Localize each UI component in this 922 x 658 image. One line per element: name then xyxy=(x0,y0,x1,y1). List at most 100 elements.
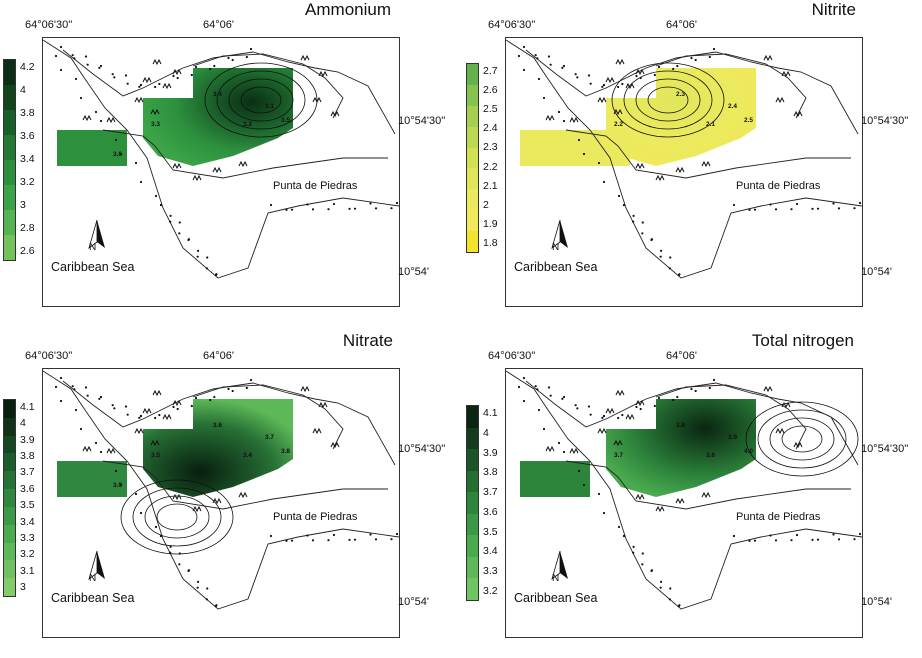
mangrove-symbols xyxy=(545,385,803,513)
legend-tick-label: 2.3 xyxy=(483,141,498,154)
place-label: Punta de Piedras xyxy=(736,511,821,523)
contour-label: 3.6 xyxy=(706,452,715,459)
contour-label: 3.2 xyxy=(243,121,252,128)
legend-swatch xyxy=(4,417,15,436)
map-panel-2: Nitrite 64°06'30'' 64°06' 2.3 2.2 2.1 2.4 2.… xyxy=(463,0,922,327)
legend-swatch xyxy=(467,578,478,600)
legend-swatch xyxy=(467,556,478,579)
lagoon-north-shore xyxy=(655,53,807,119)
lon-center-label: 64°06' xyxy=(666,19,697,31)
contour-line xyxy=(228,78,294,122)
legend-swatch xyxy=(467,84,478,106)
legend-tick-label: 4 xyxy=(20,417,26,430)
map-panel-3: Nitrate 64°06'30'' 64°06' 3.6 3.5 3.4 3.7 3.… xyxy=(0,331,461,658)
lagoon-shore xyxy=(102,129,388,179)
legend-tick-label: 1.9 xyxy=(483,217,498,230)
sea-label: Caribbean Sea xyxy=(51,591,135,605)
legend-tick-label: 3.4 xyxy=(20,153,35,165)
legend-tick-label: 3.7 xyxy=(483,486,498,499)
contour-label: 3.8 xyxy=(281,448,290,455)
inner-coastline xyxy=(525,49,859,135)
legend-swatch xyxy=(4,524,15,543)
map-canvas: 3.4 3.3 3.2 3.1 3.5 3.6 xyxy=(43,39,399,279)
legend-swatch xyxy=(467,470,478,493)
legend-swatch xyxy=(467,189,478,211)
west-channel-surface xyxy=(520,461,590,497)
north-label: N xyxy=(89,242,97,253)
legend-tick-label: 3.6 xyxy=(483,505,498,518)
legend-swatch xyxy=(467,210,478,231)
map-canvas: 3.6 3.5 3.4 3.7 3.8 3.9 xyxy=(43,370,399,610)
lon-left-label: 64°06'30'' xyxy=(488,19,536,31)
contour-line xyxy=(156,503,198,531)
legend-tick-label: 2.2 xyxy=(483,160,498,173)
legend-tick-label: 3.9 xyxy=(20,433,35,446)
legend-swatch xyxy=(4,160,15,185)
legend-swatch xyxy=(467,535,478,557)
shore-stipple xyxy=(517,376,862,608)
contour-label: 3.4 xyxy=(243,452,252,459)
north-label: N xyxy=(552,242,560,253)
legend-swatch xyxy=(4,85,15,110)
legend-tick-label: 1.8 xyxy=(483,237,498,249)
contour-line xyxy=(745,401,859,477)
contour-line xyxy=(647,86,689,114)
legend-tick-label: 2.6 xyxy=(20,245,35,257)
mangrove-symbols xyxy=(82,385,340,513)
legend-tick-label: 4 xyxy=(20,84,26,96)
north-arrow: N xyxy=(544,549,574,589)
legend-swatch xyxy=(467,105,478,127)
contour-line xyxy=(216,70,306,130)
contour-label: 3.4 xyxy=(213,91,222,98)
contour-label: 2.4 xyxy=(728,103,737,110)
legend-swatch xyxy=(4,60,15,85)
lon-left-label: 64°06'30'' xyxy=(25,350,73,362)
contour-label: 2.2 xyxy=(614,121,623,128)
map-frame: 2.3 2.2 2.1 2.4 2.5 Punta de Piedras Caribbe… xyxy=(505,37,863,307)
legend-swatch xyxy=(467,231,478,252)
lagoon-shore xyxy=(565,460,851,510)
legend-swatch xyxy=(4,400,15,418)
legend-tick-label: 4.1 xyxy=(20,401,35,413)
legend-swatch xyxy=(467,168,478,190)
mangrove-symbols xyxy=(545,54,803,182)
lat-mid-label: 10°54'30'' xyxy=(861,115,909,127)
legend-tick-label: 3.2 xyxy=(20,176,35,188)
panel-title: Ammonium xyxy=(305,0,391,19)
legend-swatch xyxy=(4,453,15,472)
contour-line xyxy=(769,417,835,461)
legend-tick-label: 3.2 xyxy=(483,585,498,597)
legend-tick-label: 3.8 xyxy=(20,450,35,463)
place-label: Punta de Piedras xyxy=(273,180,358,192)
legend-tick-label: 3.3 xyxy=(483,565,498,578)
concentration-surface xyxy=(606,68,756,166)
contour-label: 2.5 xyxy=(744,117,753,124)
contour-label: 2.1 xyxy=(706,121,715,128)
contour-label: 4.0 xyxy=(744,448,753,455)
legend-swatch xyxy=(4,435,15,454)
legend-color-bar xyxy=(466,63,479,253)
lon-center-label: 64°06' xyxy=(666,350,697,362)
lon-left-label: 64°06'30'' xyxy=(488,350,536,362)
contour-line xyxy=(132,487,222,547)
contour-line xyxy=(144,495,210,539)
contour-label: 3.7 xyxy=(265,434,274,441)
contour-label: 3.5 xyxy=(281,117,290,124)
legend-tick-label: 3.7 xyxy=(20,466,35,479)
map-panel-4: Total nitrogen 64°06'30'' 64°06' 3.8 3.7 3… xyxy=(463,331,922,658)
legend-swatch xyxy=(467,427,478,450)
legend-tick-label: 3.6 xyxy=(20,482,35,495)
contour-line xyxy=(781,425,823,453)
outer-coastline xyxy=(43,370,399,610)
legend-tick-label: 3 xyxy=(20,581,26,593)
lat-mid-label: 10°54'30'' xyxy=(861,443,909,455)
outer-coastline xyxy=(506,370,862,610)
legend-tick-label: 4.2 xyxy=(20,61,35,73)
shore-stipple xyxy=(54,376,399,608)
legend-tick-label: 2.8 xyxy=(20,222,35,234)
panel-title: Total nitrogen xyxy=(751,331,854,350)
concentration-surface xyxy=(143,68,293,166)
legend-color-bar xyxy=(3,59,16,261)
legend-tick-label: 3.1 xyxy=(20,564,35,577)
inner-coastline xyxy=(62,380,396,466)
